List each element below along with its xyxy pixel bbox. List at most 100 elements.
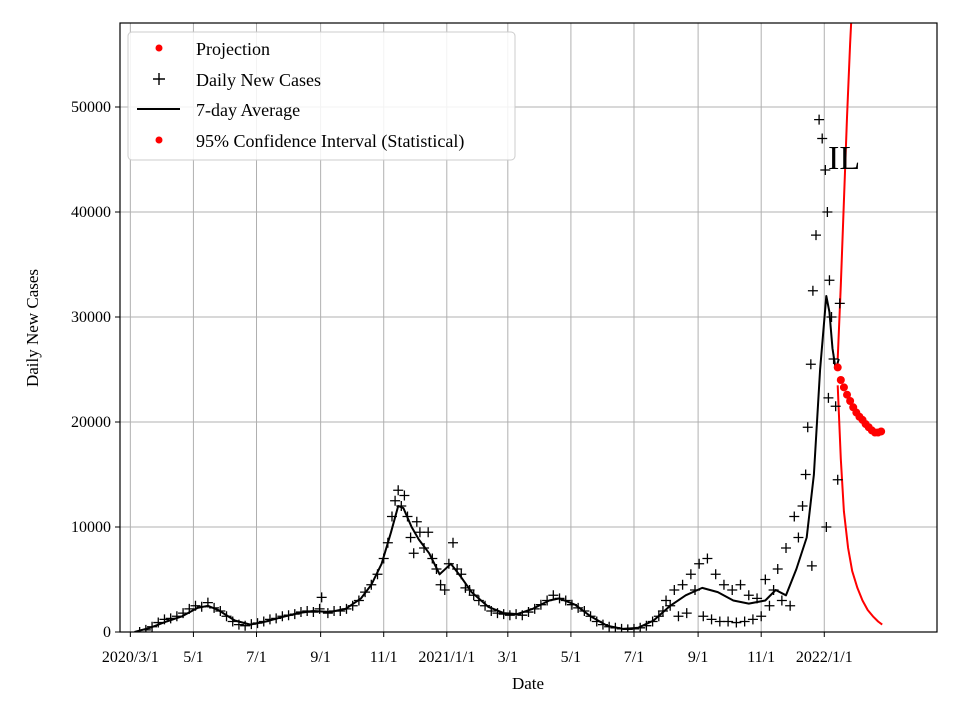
daily-cases-point <box>423 527 434 538</box>
x-tick-label: 5/1 <box>183 649 203 666</box>
daily-cases-point <box>448 537 459 548</box>
projection-point <box>877 427 886 436</box>
legend-projection-marker <box>155 44 163 52</box>
daily-cases-point <box>821 522 832 532</box>
daily-cases-point <box>805 359 816 370</box>
legend-ci-label: 95% Confidence Interval (Statistical) <box>196 131 464 152</box>
daily-cases-point <box>677 579 688 590</box>
daily-cases-point <box>776 595 787 606</box>
legend-cases-marker <box>153 73 165 85</box>
x-tick-label: 5/1 <box>561 649 581 666</box>
legend-projection-label: Projection <box>196 39 270 59</box>
daily-cases-point <box>322 608 333 619</box>
x-tick-label: 2021/1/1 <box>418 649 475 666</box>
daily-cases-point <box>800 469 811 480</box>
daily-cases-point <box>702 553 713 564</box>
x-tick-label: 11/1 <box>747 649 775 666</box>
daily-cases-point <box>548 590 559 601</box>
daily-cases-point <box>743 590 754 601</box>
daily-cases-point <box>405 532 416 543</box>
daily-cases-point <box>681 608 692 619</box>
daily-cases-point <box>772 564 783 574</box>
x-tick-label: 9/1 <box>310 649 330 666</box>
daily-cases-point <box>824 275 835 286</box>
daily-cases-point <box>832 474 843 485</box>
daily-cases-point <box>316 592 327 603</box>
daily-cases-point <box>785 600 796 611</box>
legend-average-label: 7-day Average <box>196 100 300 120</box>
daily-cases-point <box>806 560 817 571</box>
ci-upper-line <box>836 23 853 360</box>
daily-cases-point <box>764 600 775 611</box>
x-axis-title: Date <box>512 674 544 693</box>
series-group <box>134 23 886 632</box>
plot-area <box>134 23 886 632</box>
daily-cases-point <box>723 616 734 627</box>
daily-cases-point <box>830 401 841 412</box>
y-tick-label: 30000 <box>71 309 111 326</box>
legend-cases-label: Daily New Cases <box>196 70 321 90</box>
daily-cases-point <box>718 579 729 590</box>
axis-ticks: 2020/3/1 5/1 7/1 9/1 11/1 2021/1/1 3/1 5/1 7/1 9/… <box>71 99 853 666</box>
y-tick-label: 10000 <box>71 519 111 536</box>
daily-cases-point <box>823 392 834 403</box>
daily-cases-point <box>435 579 446 590</box>
daily-cases-point <box>822 207 833 217</box>
daily-cases-point <box>710 569 721 580</box>
daily-cases-point <box>820 165 831 175</box>
daily-cases-point <box>504 610 515 621</box>
daily-cases-point <box>439 585 450 595</box>
projection-point <box>839 383 848 392</box>
projection-point <box>846 397 855 405</box>
x-tick-label: 3/1 <box>498 649 518 666</box>
daily-cases-point <box>793 532 804 543</box>
x-tick-label: 11/1 <box>370 649 398 666</box>
daily-cases-point <box>811 230 822 241</box>
daily-cases-point <box>694 558 705 569</box>
daily-cases-point <box>399 490 410 501</box>
daily-cases-point <box>408 548 419 559</box>
daily-cases-point <box>443 558 454 569</box>
daily-cases-point <box>661 595 672 606</box>
daily-cases-point <box>739 616 750 627</box>
y-tick-label: 20000 <box>71 414 111 431</box>
daily-cases-point <box>727 585 738 595</box>
x-tick-label: 7/1 <box>246 649 266 666</box>
daily-cases-point <box>760 574 771 585</box>
daily-cases-point <box>134 627 145 632</box>
legend-box <box>127 31 516 161</box>
daily-cases-point <box>789 511 800 522</box>
daily-cases-point <box>781 543 792 553</box>
ci-lower-line <box>836 385 883 626</box>
daily-cases-point <box>698 611 709 622</box>
daily-cases-point <box>411 516 422 527</box>
daily-cases-point <box>669 585 680 595</box>
y-tick-label: 40000 <box>71 204 111 221</box>
projection-point <box>843 390 852 399</box>
legend: Projection Daily New Cases 7-day Average… <box>127 31 516 161</box>
y-tick-label: 50000 <box>71 99 111 116</box>
y-axis-title: Daily New Cases <box>23 269 42 387</box>
daily-cases-point <box>731 617 742 628</box>
daily-cases-point <box>706 614 717 625</box>
seven-day-average-line <box>134 295 840 632</box>
projection-point <box>836 376 845 384</box>
projection-point <box>833 363 842 372</box>
daily-cases-point <box>802 422 813 433</box>
daily-cases-point <box>814 114 825 125</box>
daily-cases-point <box>390 495 401 506</box>
daily-cases-point <box>797 501 808 511</box>
legend-ci-marker <box>155 136 163 144</box>
y-tick-label: 0 <box>103 624 111 641</box>
daily-cases-point <box>826 312 837 322</box>
daily-cases-point <box>747 614 758 625</box>
daily-cases-point <box>673 611 684 622</box>
daily-cases-point <box>685 569 696 580</box>
daily-cases-point <box>834 298 845 309</box>
daily-cases-point <box>817 133 828 144</box>
state-annotation: IL <box>828 140 860 177</box>
x-tick-label: 7/1 <box>624 649 644 666</box>
plot-frame <box>119 22 938 633</box>
